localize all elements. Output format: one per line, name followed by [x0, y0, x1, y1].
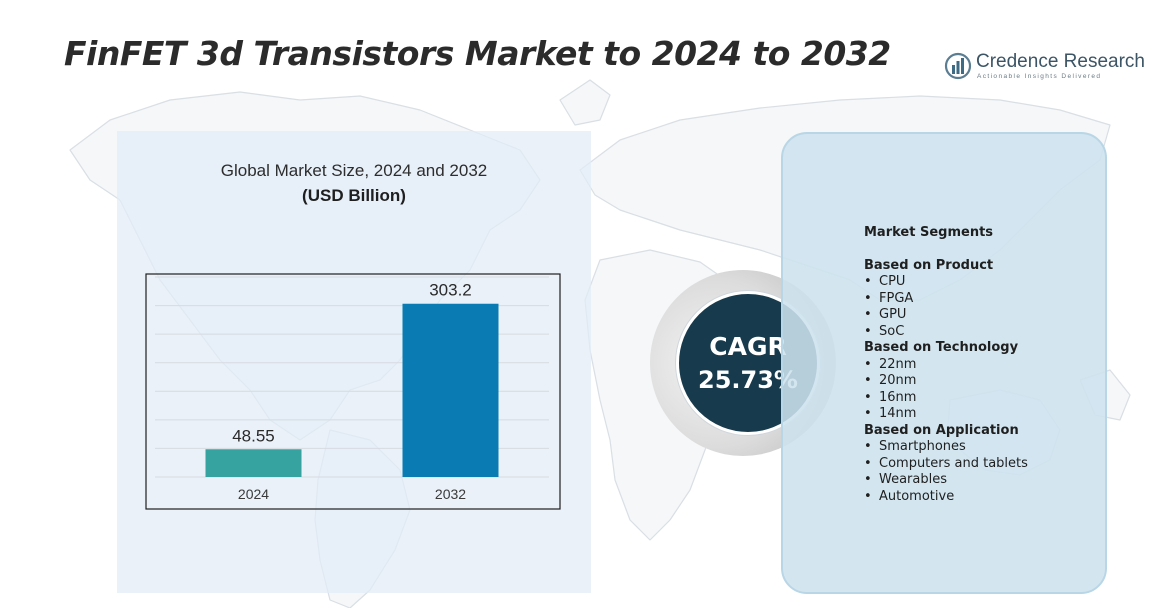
bullet: • — [864, 389, 872, 405]
segment-item: • 16nm — [864, 389, 917, 405]
cagr-label: CAGR — [709, 332, 787, 361]
segment-group-title: Based on Application — [864, 422, 1019, 438]
bullet: • — [864, 455, 872, 471]
segment-item: • GPU — [864, 307, 907, 322]
brand-name: Credence Research — [976, 51, 1145, 72]
chart-frame — [145, 273, 561, 510]
segment-item: • Wearables — [864, 472, 948, 487]
segment-item: • 20nm — [864, 373, 917, 388]
segment-item: • SoC — [864, 323, 905, 339]
segment-item: • 22nm — [864, 356, 917, 372]
value-label-2032: 303.2 — [429, 281, 472, 300]
segment-group-title: Based on Technology — [864, 340, 1019, 355]
bullet: • — [864, 488, 872, 504]
bullet: • — [864, 290, 872, 306]
value-labels: 48.55 303.2 — [232, 281, 472, 446]
chart-title: Global Market Size, 2024 and 2032 — [220, 161, 488, 180]
category-label-2032: 2032 — [435, 486, 466, 502]
bullet: • — [864, 323, 872, 339]
category-label-2024: 2024 — [238, 486, 269, 502]
segment-item: • Automotive — [864, 488, 955, 504]
bullet: • — [864, 356, 872, 372]
segments-heading: Market Segments — [864, 225, 994, 240]
segment-group-title: Based on Product — [864, 257, 994, 273]
brand-tagline: Actionable Insights Delivered — [977, 73, 1102, 80]
segment-item: • FPGA — [864, 290, 914, 306]
bar-chart: 48.55 303.2 2024 2032 — [145, 273, 561, 510]
category-labels: 2024 2032 — [238, 486, 466, 502]
segment-item: • 14nm — [864, 406, 917, 421]
bullet: • — [864, 439, 872, 454]
bullet: • — [864, 472, 872, 487]
bullet: • — [864, 406, 872, 421]
bar-2024 — [205, 449, 302, 477]
segment-item: • Smartphones — [864, 439, 966, 454]
bullet: • — [864, 373, 872, 388]
segment-item: • CPU — [864, 274, 906, 289]
bar-chart-globe-icon — [944, 52, 972, 80]
bar-2032 — [402, 303, 499, 477]
segment-item: • Computers and tablets — [864, 455, 1028, 471]
segments-list: Market Segments Based on Product • CPU • F… — [864, 225, 1104, 505]
value-label-2024: 48.55 — [232, 426, 275, 445]
bullet: • — [864, 307, 872, 322]
brand-logo-block: Credence Research Actionable Insights De… — [944, 50, 1145, 84]
chart-panel: Global Market Size, 2024 and 2032 (USD B… — [117, 131, 591, 593]
chart-subtitle: (USD Billion) — [302, 186, 406, 205]
bars — [205, 303, 499, 477]
bullet: • — [864, 274, 872, 289]
segments-panel: Market Segments Based on Product • CPU • F… — [781, 132, 1107, 594]
page-title: FinFET 3d Transistors Market to 2024 to … — [64, 34, 891, 73]
